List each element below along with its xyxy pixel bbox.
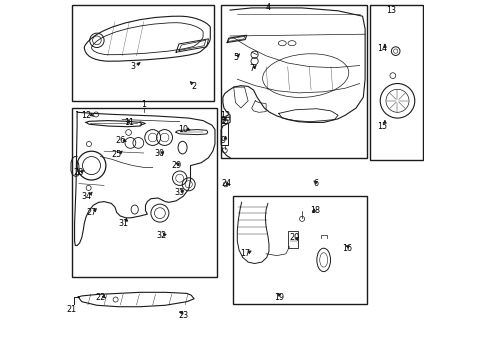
Bar bbox=[287, 231, 298, 248]
Text: 31: 31 bbox=[119, 219, 129, 228]
Text: 34: 34 bbox=[81, 192, 92, 201]
Text: 7: 7 bbox=[248, 64, 254, 73]
Text: 15: 15 bbox=[376, 122, 386, 131]
Text: 29: 29 bbox=[171, 161, 181, 170]
Text: 13: 13 bbox=[385, 6, 395, 15]
Bar bbox=[221, 123, 227, 145]
Text: 3: 3 bbox=[130, 62, 135, 71]
Text: 28: 28 bbox=[73, 168, 83, 177]
Text: 9: 9 bbox=[220, 136, 225, 145]
Bar bbox=[72, 108, 217, 277]
Text: 21: 21 bbox=[66, 305, 77, 314]
Text: 6: 6 bbox=[313, 179, 318, 188]
Text: 19: 19 bbox=[273, 292, 284, 302]
Text: 4: 4 bbox=[265, 3, 270, 12]
Text: 25: 25 bbox=[111, 150, 122, 159]
Text: 27: 27 bbox=[86, 208, 97, 217]
Text: 33: 33 bbox=[174, 188, 184, 197]
Text: 14: 14 bbox=[376, 44, 386, 53]
Text: 20: 20 bbox=[289, 233, 299, 242]
Text: 1: 1 bbox=[141, 100, 146, 109]
Text: 17: 17 bbox=[240, 249, 250, 258]
Text: 30: 30 bbox=[155, 149, 164, 158]
Bar bbox=[72, 5, 213, 101]
Text: 16: 16 bbox=[342, 244, 351, 253]
Bar bbox=[232, 196, 366, 304]
Text: 12: 12 bbox=[81, 111, 91, 120]
Text: 5: 5 bbox=[232, 53, 238, 62]
Text: 22: 22 bbox=[95, 292, 105, 302]
Text: 11: 11 bbox=[124, 118, 134, 127]
Text: 2: 2 bbox=[191, 82, 196, 91]
Text: 24: 24 bbox=[221, 179, 231, 188]
Text: 32: 32 bbox=[156, 231, 166, 240]
Bar bbox=[221, 5, 366, 158]
Text: 10: 10 bbox=[178, 125, 188, 134]
Text: 8: 8 bbox=[220, 116, 225, 125]
Text: 23: 23 bbox=[178, 310, 188, 320]
Bar bbox=[369, 5, 422, 160]
Text: 12: 12 bbox=[220, 111, 230, 120]
Text: 26: 26 bbox=[115, 136, 125, 145]
Text: 18: 18 bbox=[309, 206, 320, 215]
